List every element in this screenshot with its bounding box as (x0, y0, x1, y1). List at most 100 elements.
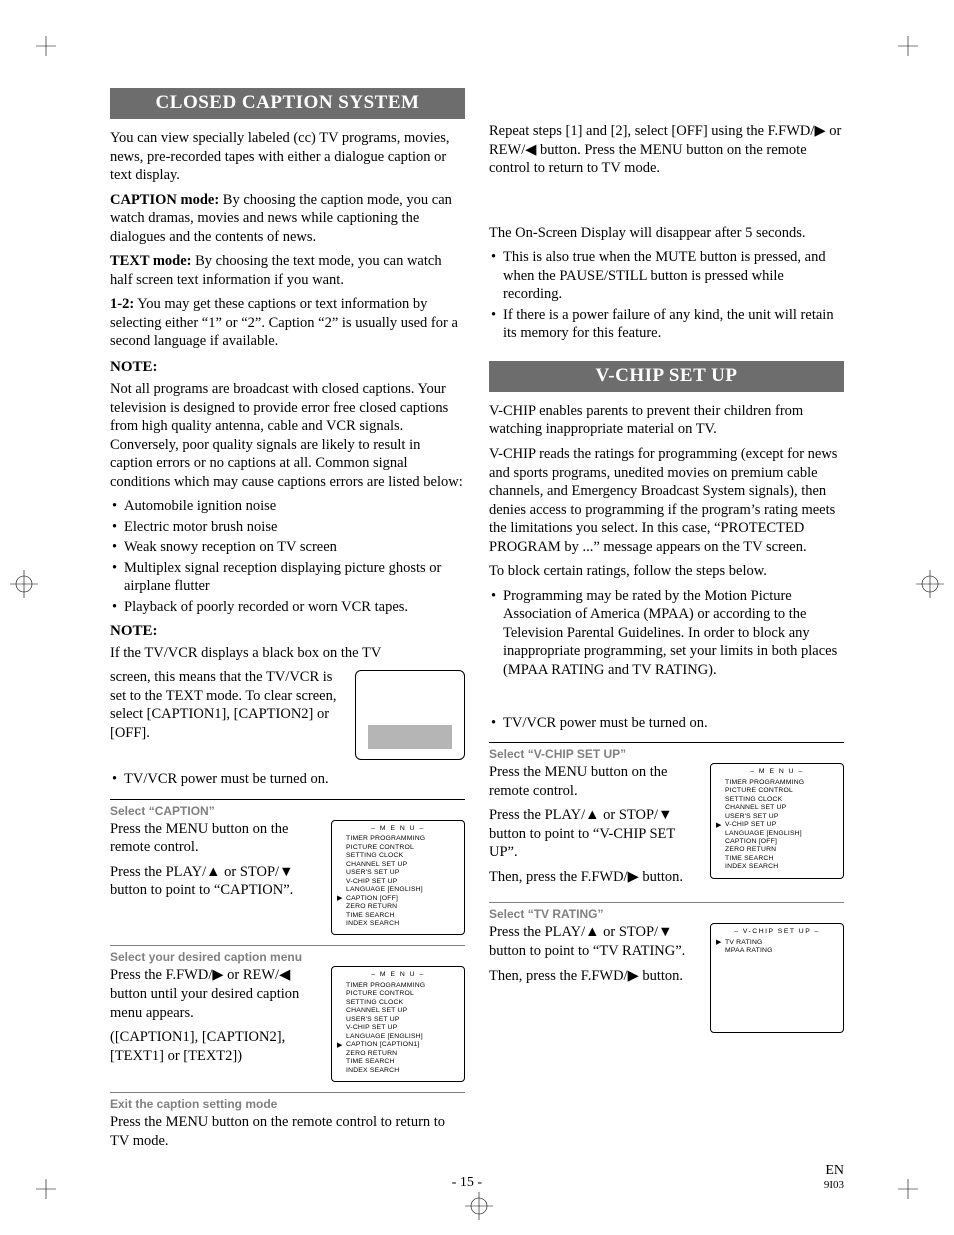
step-line: Press the MENU button on the remote cont… (110, 1113, 465, 1150)
menu-title: – V-CHIP SET UP – (716, 928, 838, 936)
spacer (489, 184, 844, 224)
left-column: CLOSED CAPTION SYSTEM You can view speci… (110, 88, 465, 1156)
signal-conditions-list: Automobile ignition noise Electric motor… (110, 497, 465, 616)
divider (110, 1092, 465, 1093)
menu-line: PICTURE CONTROL (337, 990, 459, 998)
list-item: Weak snowy reception on TV screen (110, 538, 465, 557)
menu-line: TIME SEARCH (716, 855, 838, 863)
crop-mark-bl (36, 1179, 56, 1199)
page-number: - 15 - (452, 1175, 482, 1191)
menu-line: CHANNEL SET UP (337, 1007, 459, 1015)
right-triangle-icon: ▶ (814, 123, 825, 139)
menu-line: INDEX SEARCH (337, 920, 459, 928)
menu-line: SETTING CLOCK (337, 852, 459, 860)
left-triangle-icon: ◀ (525, 142, 536, 158)
list-item: This is also true when the MUTE button i… (489, 248, 844, 304)
down-triangle-icon: ▼ (658, 924, 672, 940)
menu-line: SETTING CLOCK (716, 796, 838, 804)
step-line: ([CAPTION1], [CAPTION2], [TEXT1] or [TEX… (110, 1028, 321, 1065)
divider (489, 742, 844, 743)
menu-line: V-CHIP SET UP (337, 878, 459, 886)
language-code: EN (825, 1163, 844, 1178)
power-note-list: TV/VCR power must be turned on. (110, 770, 465, 789)
vchip-p2: V-CHIP reads the ratings for programming… (489, 445, 844, 556)
up-triangle-icon: ▲ (585, 924, 599, 940)
document-code: 9I03 (824, 1179, 844, 1191)
cc-1-2: 1-2: You may get these captions or text … (110, 295, 465, 351)
vchip-bullets: Programming may be rated by the Motion P… (489, 587, 844, 680)
menu-line-selected: ▶TV RATING (716, 939, 838, 947)
menu-line: CHANNEL SET UP (337, 861, 459, 869)
menu-line: INDEX SEARCH (716, 863, 838, 871)
menu-line: CAPTION [OFF] (716, 838, 838, 846)
note-body-1: Not all programs are broadcast with clos… (110, 380, 465, 491)
section-heading-vchip: V-CHIP SET UP (489, 361, 844, 392)
down-triangle-icon: ▼ (658, 807, 672, 823)
menu-title: – M E N U – (337, 971, 459, 979)
registration-mark-right (916, 570, 944, 603)
text-mode-figure-wrap: screen, this means that the TV/VCR is se… (110, 668, 465, 764)
cc-caption-mode: CAPTION mode: By choosing the caption mo… (110, 191, 465, 247)
step-line: Press the MENU button on the remote cont… (489, 763, 700, 800)
step-text: Press the PLAY/▲ or STOP/▼ button to poi… (489, 923, 700, 991)
step-line: Press the PLAY/▲ or STOP/▼ button to poi… (489, 923, 700, 960)
up-triangle-icon: ▲ (206, 864, 220, 880)
note-heading-1: NOTE: (110, 359, 465, 376)
osd-menu-caption-off: – M E N U – TIMER PROGRAMMING PICTURE CO… (331, 820, 465, 936)
step-line: Press the MENU button on the remote cont… (110, 820, 321, 857)
spacer (489, 686, 844, 714)
menu-line: USER'S SET UP (337, 869, 459, 877)
menu-title: – M E N U – (716, 768, 838, 776)
menu-line-selected: ▶V-CHIP SET UP (716, 821, 838, 829)
menu-line: TIMER PROGRAMMING (337, 982, 459, 990)
menu-line: USER'S SET UP (716, 813, 838, 821)
page: CLOSED CAPTION SYSTEM You can view speci… (0, 0, 954, 1235)
menu-line-selected: ▶CAPTION [OFF] (337, 895, 459, 903)
step-line: Then, press the F.FWD/▶ button. (489, 868, 700, 887)
menu-line: INDEX SEARCH (337, 1067, 459, 1075)
left-triangle-icon: ◀ (279, 967, 290, 983)
step-line: Then, press the F.FWD/▶ button. (489, 967, 700, 986)
step-row: Press the MENU button on the remote cont… (489, 763, 844, 892)
up-triangle-icon: ▲ (585, 807, 599, 823)
black-box-icon (368, 725, 452, 749)
menu-line: TIMER PROGRAMMING (337, 835, 459, 843)
menu-line: ZERO RETURN (716, 846, 838, 854)
step-text: Press the MENU button on the remote cont… (110, 820, 321, 906)
crop-mark-tl (36, 36, 56, 56)
menu-line: TIME SEARCH (337, 912, 459, 920)
right-column: Repeat steps [1] and [2], select [OFF] u… (489, 88, 844, 1156)
menu-line: SETTING CLOCK (337, 999, 459, 1007)
registration-mark-bottom (465, 1192, 493, 1225)
right-triangle-icon: ▶ (212, 967, 223, 983)
menu-line: LANGUAGE [ENGLISH] (716, 830, 838, 838)
menu-title: – M E N U – (337, 825, 459, 833)
step-title-tv-rating: Select “TV RATING” (489, 907, 844, 921)
down-triangle-icon: ▼ (279, 864, 293, 880)
menu-line: TIME SEARCH (337, 1058, 459, 1066)
crop-mark-br (898, 1179, 918, 1199)
right-triangle-icon: ▶ (628, 968, 639, 984)
list-item: Multiplex signal reception displaying pi… (110, 559, 465, 596)
label-1-2: 1-2: (110, 296, 134, 312)
menu-line: LANGUAGE [ENGLISH] (337, 886, 459, 894)
note-body-2a: If the TV/VCR displays a black box on th… (110, 644, 465, 663)
step-row: Press the PLAY/▲ or STOP/▼ button to poi… (489, 923, 844, 1033)
cc-intro: You can view specially labeled (cc) TV p… (110, 129, 465, 185)
list-item: Programming may be rated by the Motion P… (489, 587, 844, 680)
power-note-list: TV/VCR power must be turned on. (489, 714, 844, 733)
menu-line: PICTURE CONTROL (337, 844, 459, 852)
vchip-p1: V-CHIP enables parents to prevent their … (489, 402, 844, 439)
content-columns: CLOSED CAPTION SYSTEM You can view speci… (110, 88, 844, 1156)
menu-line: LANGUAGE [ENGLISH] (337, 1033, 459, 1041)
section-heading-closed-caption: CLOSED CAPTION SYSTEM (110, 88, 465, 119)
label-text-mode: TEXT mode: (110, 253, 192, 269)
divider (489, 902, 844, 903)
step-title-select-caption: Select “CAPTION” (110, 804, 465, 818)
divider (110, 799, 465, 800)
vchip-p3: To block certain ratings, follow the ste… (489, 562, 844, 581)
crop-mark-tr (898, 36, 918, 56)
tv-screen-figure (355, 670, 465, 760)
menu-line: V-CHIP SET UP (337, 1024, 459, 1032)
note-heading-2: NOTE: (110, 623, 465, 640)
